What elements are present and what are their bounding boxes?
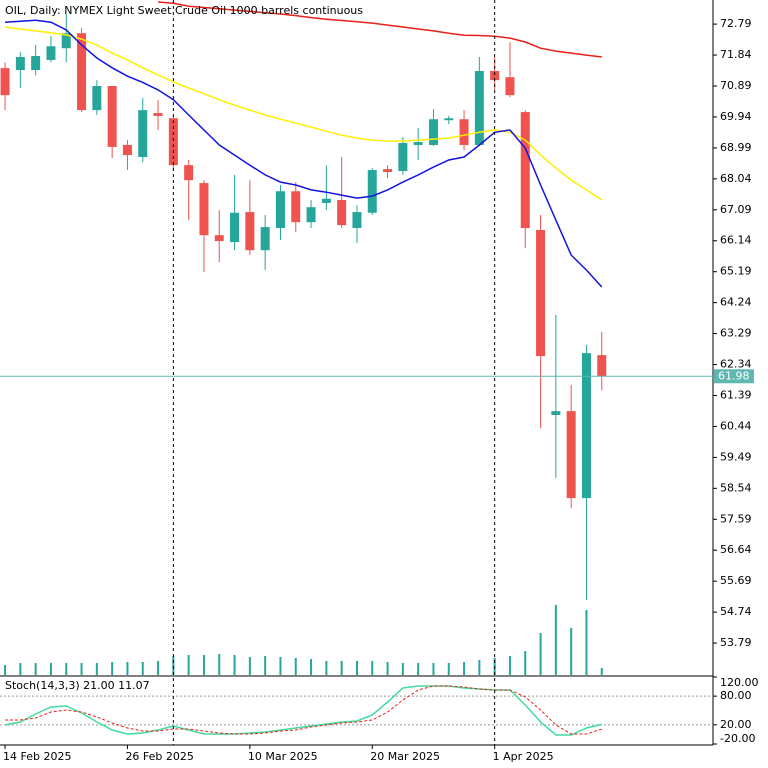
candle-body (581, 353, 591, 499)
y-tick-label: 64.24 (720, 296, 752, 309)
candle-body (383, 169, 393, 173)
y-tick-label: 54.74 (720, 605, 752, 618)
candle-body (168, 118, 178, 166)
candle-body (306, 207, 316, 223)
candle-body (352, 212, 362, 229)
y-tick-label: -20.00 (720, 732, 755, 745)
main-panel (0, 1, 713, 675)
y-tick-label: 61.39 (720, 388, 752, 401)
y-tick-label: 63.29 (720, 327, 752, 340)
last-price-label: 61.98 (718, 369, 750, 382)
y-tick-label: 67.09 (720, 203, 752, 216)
candle-body (184, 165, 194, 181)
last-price-box (714, 369, 754, 384)
candle-body (459, 119, 469, 145)
y-tick-label: 71.84 (720, 48, 752, 61)
candle-body (61, 33, 71, 49)
candle-body (107, 86, 117, 147)
candle-body (77, 33, 87, 111)
x-tick-label: 20 Mar 2025 (370, 750, 440, 763)
y-tick-label: 57.59 (720, 512, 752, 525)
y-tick-label: 60.44 (720, 419, 752, 432)
candle-body (490, 71, 500, 81)
candle-body (31, 56, 41, 71)
x-tick-label: 14 Feb 2025 (3, 750, 71, 763)
candle-body (214, 235, 224, 242)
candle-body (199, 183, 209, 236)
y-tick-label: 59.49 (720, 450, 752, 463)
chart-title: OIL, Daily: NYMEX Light Sweet Crude Oil … (5, 4, 363, 17)
candle-body (153, 113, 163, 116)
candle-body (138, 110, 148, 158)
y-tick-label: 68.04 (720, 172, 752, 185)
candle-body (520, 112, 530, 229)
x-tick-label: 26 Feb 2025 (125, 750, 193, 763)
y-tick-label: 68.99 (720, 141, 752, 154)
candle-body (428, 119, 438, 145)
y-tick-label: 120.00 (720, 676, 759, 689)
y-tick-label: 53.79 (720, 636, 752, 649)
candle-body (367, 170, 377, 213)
candle-body (551, 411, 561, 416)
y-tick-label: 72.79 (720, 17, 752, 30)
moving-average (4, 19, 603, 288)
candle-body (92, 86, 102, 111)
candle-body (566, 411, 576, 499)
candle-body (474, 71, 484, 145)
candle-body (321, 198, 331, 203)
candle-body (398, 143, 408, 172)
candle-body (291, 191, 301, 223)
candle-body (597, 355, 607, 377)
x-tick-label: 1 Apr 2025 (493, 750, 554, 763)
y-tick-label: 20.00 (720, 718, 752, 731)
indicator-name: Stoch(14,3,3) (5, 679, 80, 692)
y-tick-label: 56.64 (720, 543, 752, 556)
stoch-panel (0, 685, 713, 736)
indicator-readout: 11.07 (118, 679, 150, 692)
candle-body (245, 212, 255, 251)
candle-body (260, 227, 270, 251)
y-tick-label: 55.69 (720, 574, 752, 587)
candle-body (275, 191, 285, 229)
candle-body (444, 118, 454, 121)
indicator-title: Stoch(14,3,3) 21.00 11.07 (5, 679, 150, 692)
candle-body (122, 144, 132, 156)
indicator-readout: 21.00 (83, 679, 115, 692)
y-tick-label: 66.14 (720, 234, 752, 247)
candle-body (413, 142, 423, 145)
candle-body (230, 212, 240, 243)
y-tick-label: 69.94 (720, 110, 752, 123)
y-tick-label: 70.89 (720, 79, 752, 92)
candle-body (536, 229, 546, 357)
candle-body (46, 46, 56, 60)
y-tick-label: 65.19 (720, 265, 752, 278)
moving-average (158, 1, 602, 58)
candle-body (15, 57, 25, 71)
axes: 72.79 71.84 70.89 69.94 68.99 68.04 67.09 66.14… (3, 17, 758, 763)
candle-body (337, 200, 347, 226)
y-tick-label: 62.34 (720, 358, 752, 371)
y-tick-label: 58.54 (720, 481, 752, 494)
stoch-line (4, 685, 602, 736)
x-tick-label: 10 Mar 2025 (248, 750, 318, 763)
candle-body (0, 68, 10, 96)
candle-body (505, 77, 515, 96)
y-tick-label: 80.00 (720, 689, 752, 702)
stoch-line (5, 685, 602, 735)
